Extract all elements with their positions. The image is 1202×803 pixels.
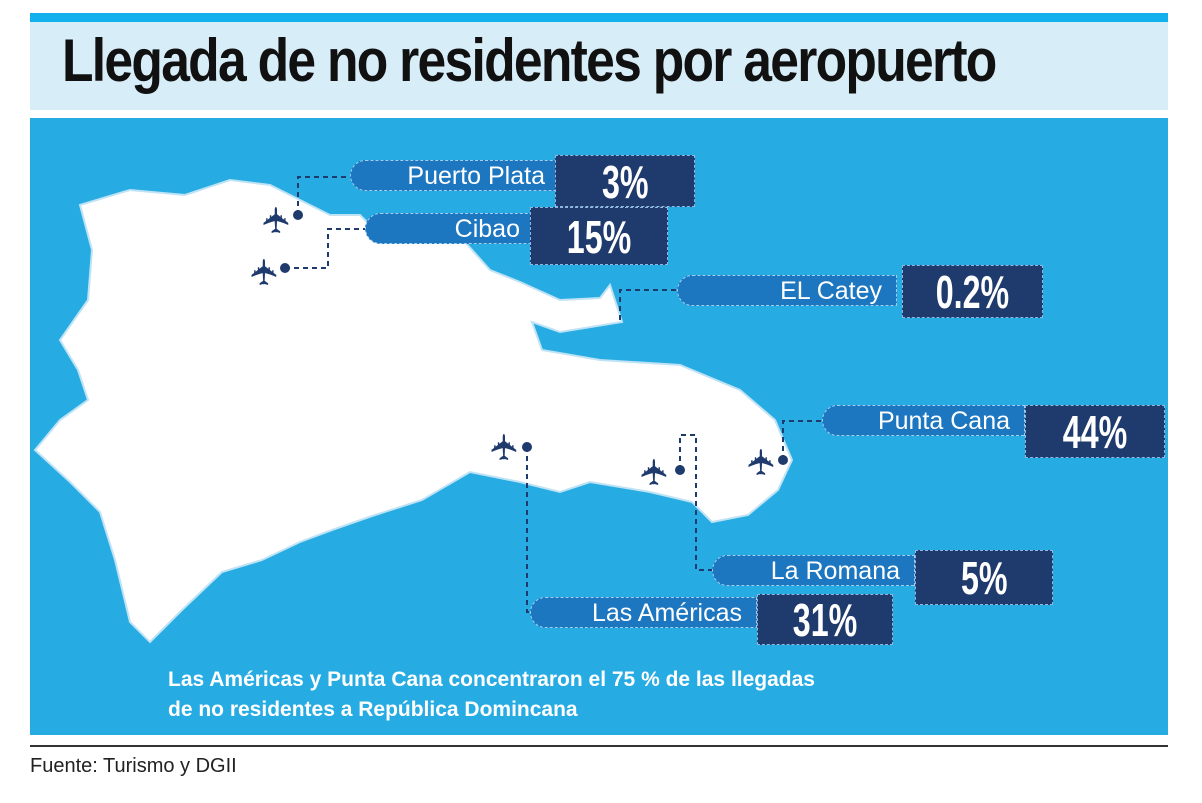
value-el-catey: 0.2% [902,265,1043,318]
page-title: Llegada de no residentes por aeropuerto [62,27,997,94]
title-band [30,22,1168,110]
divider [30,745,1168,747]
value-text: 31% [792,594,858,646]
value-text: 15% [566,211,632,263]
label-puerto-plata: Puerto Plata [350,160,560,191]
value-puerto-plata: 3% [555,155,695,208]
value-cibao: 15% [530,207,668,265]
connector-puerto-plata [297,176,352,215]
label-el-catey: EL Catey [677,275,897,306]
value-text: 44% [1062,406,1128,458]
value-text: 0.2% [935,266,1010,318]
top-stripe [30,13,1168,22]
caption: Las Américas y Punta Cana concentraron e… [168,665,815,725]
connector-cibao [285,228,366,269]
value-las-americas: 31% [757,594,893,646]
connector-la-romana [679,434,713,571]
value-text: 3% [601,156,649,208]
island-shape [33,178,794,644]
connector-las-americas [526,447,531,613]
marker-la-romana [675,465,685,475]
caption-line-1: Las Américas y Punta Cana concentraron e… [168,668,815,691]
label-la-romana: La Romana [712,555,915,586]
source-note: Fuente: Turismo y DGII [30,755,237,777]
value-la-romana: 5% [915,550,1053,605]
airplane-icon: ✈ [244,256,286,288]
airplane-icon: ✈ [256,204,298,236]
value-text: 5% [960,552,1008,604]
label-punta-cana: Punta Cana [822,405,1025,436]
airplane-icon: ✈ [741,446,783,478]
marker-punta-cana [778,455,788,465]
caption-line-2: de no residentes a República Domincana [168,698,578,721]
label-cibao: Cibao [365,213,535,244]
connector-punta-cana [782,420,823,460]
airplane-icon: ✈ [484,431,526,463]
airplane-icon: ✈ [634,456,676,488]
marker-las-americas [522,442,532,452]
value-punta-cana: 44% [1025,405,1165,458]
marker-cibao [280,263,290,273]
connector-el-catey [619,289,678,320]
marker-puerto-plata [293,210,303,220]
label-las-americas: Las Américas [530,597,757,628]
